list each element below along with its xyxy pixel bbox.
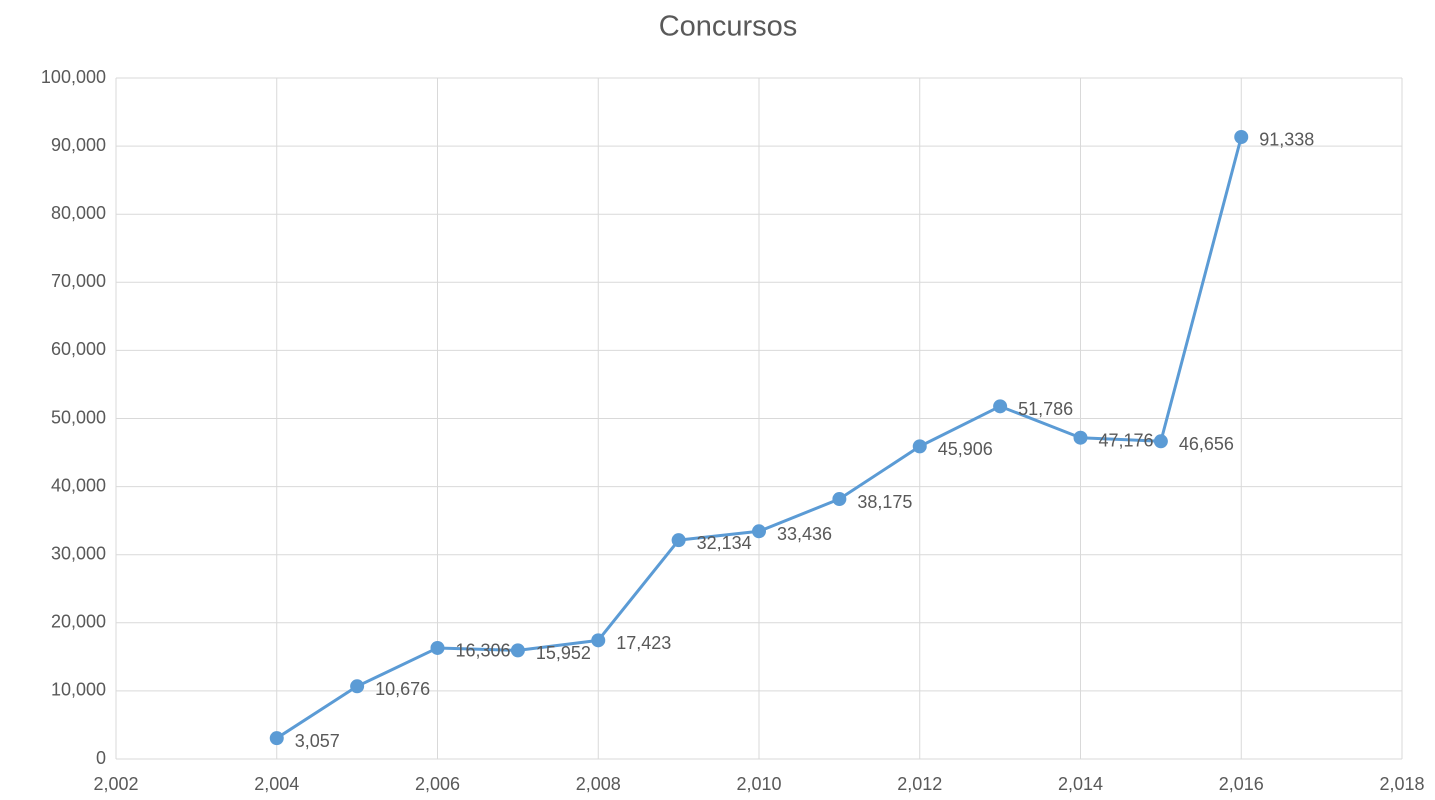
data-point [430,640,445,655]
y-tick-label: 100,000 [41,67,106,87]
data-label: 17,423 [616,633,671,653]
data-point [269,731,284,746]
data-point [1073,430,1088,445]
x-tick-label: 2,010 [736,774,781,794]
y-tick-label: 10,000 [51,680,106,700]
data-label: 10,676 [375,679,430,699]
data-label: 16,306 [456,641,511,661]
y-tick-label: 0 [96,748,106,768]
data-label: 91,338 [1259,130,1314,150]
data-label: 51,786 [1018,399,1073,419]
data-point [671,533,686,548]
y-tick-label: 80,000 [51,203,106,223]
data-point [912,439,927,454]
data-point [832,492,847,507]
y-tick-label: 70,000 [51,271,106,291]
data-point [1153,434,1168,449]
data-label: 33,436 [777,524,832,544]
data-label: 3,057 [295,731,340,751]
data-label: 45,906 [938,439,993,459]
y-tick-label: 50,000 [51,407,106,427]
x-tick-label: 2,008 [576,774,621,794]
data-point [993,399,1008,414]
x-tick-label: 2,012 [897,774,942,794]
data-point [1234,129,1249,144]
data-label: 38,175 [857,492,912,512]
x-tick-label: 2,016 [1219,774,1264,794]
y-tick-label: 90,000 [51,135,106,155]
data-point [752,524,766,539]
data-label: 47,176 [1099,430,1154,450]
x-tick-label: 2,004 [254,774,299,794]
y-tick-label: 30,000 [51,543,106,563]
y-tick-label: 40,000 [51,475,106,495]
chart-title: Concursos [659,11,798,43]
data-label: 32,134 [697,533,752,553]
y-tick-label: 20,000 [51,612,106,632]
data-label: 15,952 [536,643,591,663]
y-tick-label: 60,000 [51,339,106,359]
x-tick-label: 2,018 [1379,774,1424,794]
data-point [350,679,365,694]
data-point [510,643,525,658]
data-point [591,633,606,648]
x-tick-label: 2,014 [1058,774,1103,794]
data-label: 46,656 [1179,434,1234,454]
x-tick-label: 2,006 [415,774,460,794]
x-tick-label: 2,002 [93,774,138,794]
